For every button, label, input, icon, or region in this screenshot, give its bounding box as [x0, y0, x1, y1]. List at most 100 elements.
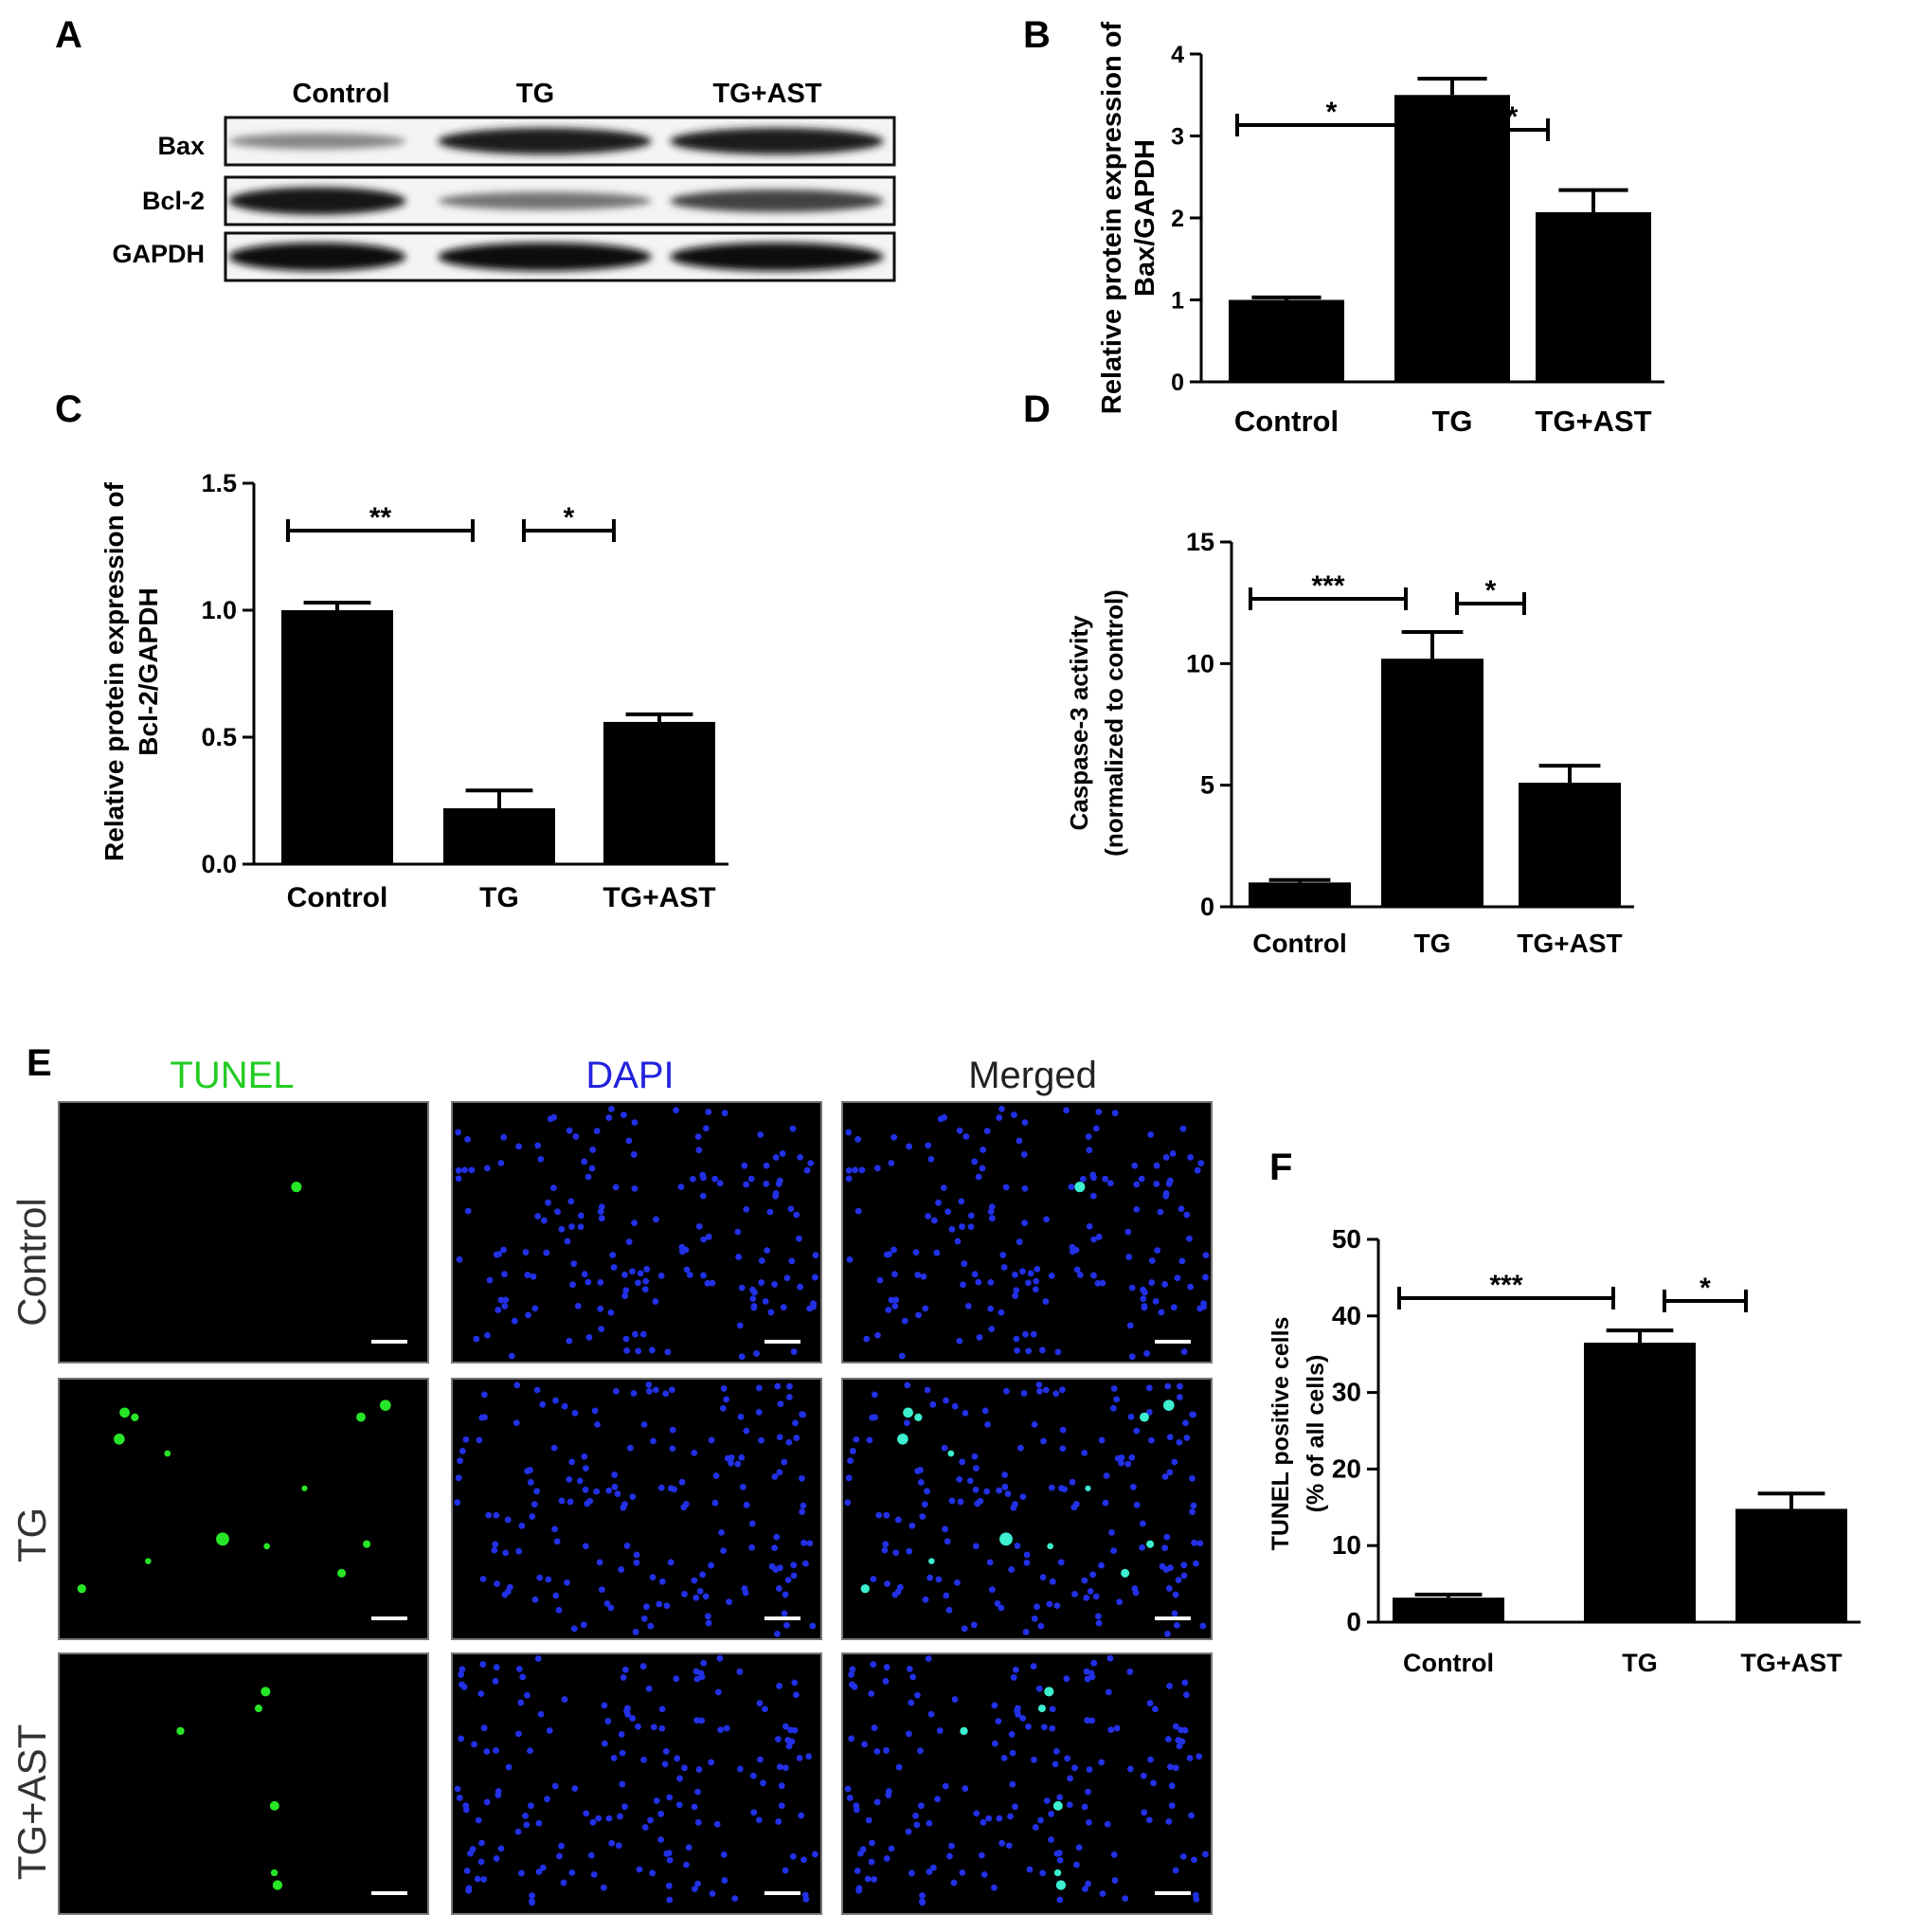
- nucleus-dot: [1054, 1348, 1062, 1356]
- nucleus-dot: [1140, 1286, 1146, 1293]
- nucleus-dot: [782, 1764, 789, 1772]
- nucleus-dot: [1088, 1717, 1096, 1724]
- nucleus-dot: [1089, 1571, 1097, 1579]
- tunel-positive-dot: [291, 1182, 302, 1193]
- nucleus-dot: [869, 1839, 875, 1847]
- nucleus-dot: [601, 1702, 608, 1709]
- nucleus-dot: [783, 1274, 791, 1282]
- significance-label: ***: [1311, 570, 1344, 602]
- nucleus-dot: [661, 1760, 669, 1768]
- row-label-control: Control: [9, 1198, 54, 1326]
- y-tick-label: 0.5: [201, 723, 237, 751]
- nucleus-dot: [474, 1875, 481, 1883]
- nucleus-dot: [1094, 1279, 1102, 1287]
- nucleus-dot: [888, 1160, 895, 1166]
- nucleus-dot: [909, 1673, 917, 1681]
- nucleus-dot: [784, 1577, 792, 1583]
- nucleus-dot: [556, 1852, 563, 1860]
- nucleus-dot: [484, 1331, 491, 1339]
- nucleus-dot: [1082, 1886, 1088, 1892]
- nucleus-dot: [870, 1661, 877, 1668]
- nucleus-dot: [598, 1215, 605, 1222]
- nucleus-dot: [694, 1880, 702, 1887]
- nucleus-dot: [1095, 1613, 1102, 1620]
- nucleus-dot: [1169, 1150, 1177, 1157]
- tunel-positive-dot: [254, 1705, 262, 1713]
- nucleus-dot: [921, 1501, 928, 1508]
- significance-label: **: [369, 502, 392, 533]
- nucleus-dot: [991, 1702, 998, 1709]
- nucleus-dot: [1124, 1228, 1132, 1236]
- nucleus-dot: [936, 1727, 944, 1734]
- nucleus-dot: [875, 1511, 883, 1519]
- nucleus-dot: [692, 1886, 698, 1892]
- nucleus-dot: [658, 1578, 666, 1585]
- nucleus-dot: [942, 1782, 949, 1790]
- nucleus-dot: [1126, 1322, 1134, 1329]
- nucleus-dot: [1187, 1154, 1195, 1161]
- nucleus-dot: [527, 1467, 533, 1473]
- tunel-positive-dot: [261, 1687, 271, 1697]
- nucleus-dot: [593, 1128, 601, 1135]
- nucleus-dot: [976, 1334, 983, 1341]
- nucleus-dot: [483, 1798, 491, 1806]
- nucleus-dot: [967, 1223, 975, 1231]
- nucleus-dot: [926, 1869, 933, 1875]
- column-title-tunel: TUNEL: [170, 1055, 294, 1096]
- nucleus-dot: [463, 1868, 471, 1874]
- nucleus-dot: [924, 1488, 930, 1495]
- nucleus-dot: [608, 1105, 615, 1112]
- nucleus-dot: [1023, 1559, 1031, 1566]
- nucleus-dot: [728, 1459, 734, 1467]
- nucleus-dot: [913, 1821, 921, 1829]
- nucleus-dot: [574, 1302, 582, 1309]
- nucleus-dot: [1102, 1175, 1109, 1183]
- nucleus-dot: [456, 1255, 463, 1263]
- nucleus-dot: [641, 1824, 649, 1831]
- nucleus-dot: [945, 1606, 953, 1614]
- nucleus-dot: [922, 1596, 929, 1603]
- nucleus-dot: [1138, 1175, 1145, 1183]
- nucleus-dot: [480, 1724, 488, 1731]
- blot-lane-label-tg-ast: TG+AST: [712, 79, 821, 109]
- nucleus-dot: [888, 1296, 895, 1304]
- nucleus-dot: [721, 1110, 728, 1117]
- nucleus-dot: [497, 1296, 505, 1304]
- nucleus-dot: [702, 1593, 710, 1600]
- nucleus-dot: [1014, 1543, 1021, 1549]
- tunel-positive-dot: [928, 1558, 935, 1564]
- nucleus-dot: [996, 1487, 1003, 1494]
- micrograph-background: [451, 1378, 822, 1640]
- nucleus-dot: [535, 1819, 543, 1827]
- nucleus-dot: [772, 1154, 780, 1161]
- nucleus-dot: [1170, 1304, 1178, 1311]
- nucleus-dot: [736, 1322, 744, 1329]
- nucleus-dot: [799, 1474, 805, 1482]
- nucleus-dot: [1133, 1427, 1141, 1435]
- nucleus-dot: [522, 1249, 530, 1256]
- nucleus-dot: [495, 1251, 502, 1258]
- nucleus-dot: [699, 1571, 707, 1579]
- nucleus-dot: [948, 1225, 956, 1233]
- nucleus-dot: [988, 1203, 996, 1211]
- panel-letter-b: B: [1023, 14, 1051, 56]
- nucleus-dot: [755, 1384, 763, 1392]
- nucleus-dot: [677, 1183, 685, 1190]
- tunel-positive-dot: [1074, 1182, 1086, 1193]
- nucleus-dot: [564, 1237, 571, 1245]
- nucleus-dot: [894, 1516, 902, 1524]
- nucleus-dot: [620, 1674, 627, 1681]
- y-tick-label: 15: [1186, 528, 1214, 556]
- nucleus-dot: [1021, 1119, 1029, 1126]
- nucleus-dot: [758, 1257, 765, 1264]
- nucleus-dot: [480, 1391, 488, 1399]
- y-tick-label: 0.0: [201, 850, 237, 878]
- nucleus-dot: [583, 1465, 589, 1472]
- nucleus-dot: [1043, 1216, 1050, 1223]
- nucleus-dot: [891, 1271, 898, 1278]
- nucleus-dot: [917, 1479, 925, 1486]
- nucleus-dot: [624, 1710, 632, 1718]
- nucleus-dot: [854, 1135, 862, 1143]
- nucleus-dot: [917, 1467, 924, 1473]
- nucleus-dot: [587, 1851, 595, 1859]
